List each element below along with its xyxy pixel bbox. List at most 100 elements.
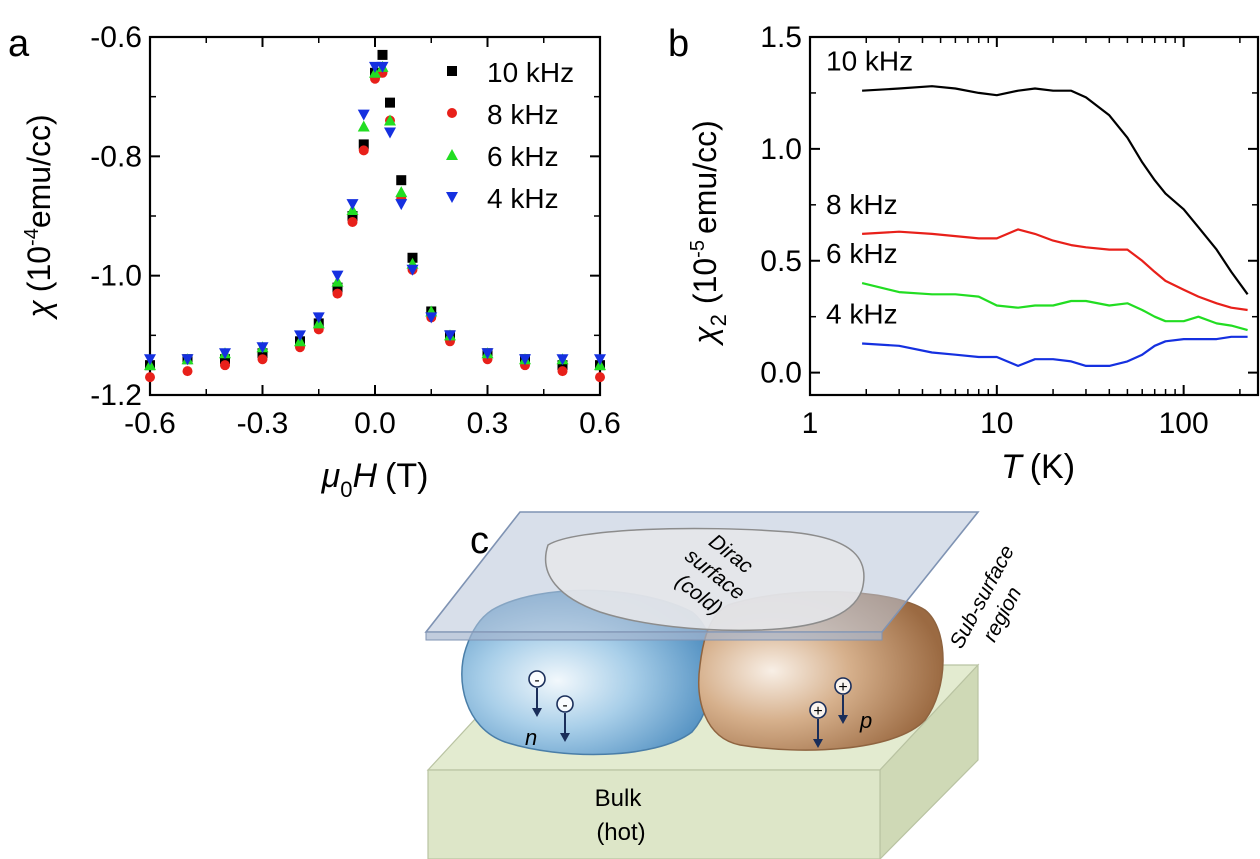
data-point xyxy=(594,354,606,366)
data-point xyxy=(346,199,359,211)
data-point xyxy=(557,366,568,377)
x-label-symbol: μ xyxy=(321,457,341,495)
panel-label-a: a xyxy=(8,23,30,65)
arrow-head-icon xyxy=(532,708,542,717)
legend-label: 6 kHz xyxy=(487,141,559,172)
electron-2: - xyxy=(556,695,574,742)
data-point xyxy=(257,354,268,365)
series-line xyxy=(861,282,1248,332)
series-label: 6 kHz xyxy=(826,238,898,269)
data-point xyxy=(144,354,156,366)
legend-marker xyxy=(447,108,457,118)
panel-b: b 1 10 100 0.0 0.5 1.0 1.5 10 kHz 8 kHz 6 kHz 4 … xyxy=(668,21,1260,486)
panel-label-b: b xyxy=(668,23,689,65)
plot-a-y-tick-labels: -1.2 -1.0 -0.8 -0.6 xyxy=(90,21,142,412)
x-tick-label: 10 xyxy=(980,407,1013,440)
b-y-label-suffix: emu/cc) xyxy=(687,120,723,234)
data-point xyxy=(357,109,370,121)
series-label: 10 kHz xyxy=(826,46,913,77)
y-label-symbol: χ xyxy=(21,300,57,321)
data-point xyxy=(256,342,269,354)
p-label: p xyxy=(859,708,872,733)
legend-marker xyxy=(447,66,457,76)
b-y-label-exponent: -5 xyxy=(687,240,709,258)
plot-b-x-tick-labels: 1 10 100 xyxy=(802,407,1209,440)
plus-sign: + xyxy=(838,679,847,696)
legend-label: 10 kHz xyxy=(487,57,574,88)
data-point xyxy=(181,354,194,366)
plot-b-frame xyxy=(808,35,1260,397)
panel-label-c: c xyxy=(470,520,489,562)
plot-b-series-labels: 10 kHz 8 kHz 6 kHz 4 kHz xyxy=(826,46,913,330)
data-point xyxy=(384,114,396,126)
series-line xyxy=(862,85,1249,295)
hole-icon xyxy=(809,701,827,719)
surface-plane-edge xyxy=(425,631,883,641)
data-point xyxy=(376,61,389,73)
y-tick-label: 0.5 xyxy=(760,245,802,278)
y-label-prefix: (10 xyxy=(21,246,57,292)
data-point xyxy=(395,186,408,198)
plot-a-y-axis-label: χ (10-4emu/cc) xyxy=(21,114,57,320)
plot-b-series-lines xyxy=(861,85,1249,367)
y-label-suffix: emu/cc) xyxy=(21,114,57,228)
legend-marker xyxy=(446,149,458,160)
panel-c: c Bulk (hot) Dirac surface (cold) Sub-su… xyxy=(424,511,1027,859)
x-label-variable: H xyxy=(352,457,377,495)
series-line xyxy=(862,335,1248,367)
data-point xyxy=(395,199,408,211)
subsurface-text: Sub-surface region xyxy=(946,542,1027,653)
y-tick-label: -1.0 xyxy=(90,260,142,293)
data-point xyxy=(425,312,438,324)
series-label: 4 kHz xyxy=(826,299,898,330)
electron-icon xyxy=(556,695,574,713)
x-tick-label: 1 xyxy=(802,407,819,440)
y-tick-label: 1.5 xyxy=(760,21,802,54)
bulk-hot-label: (hot) xyxy=(596,819,645,846)
data-point xyxy=(519,354,531,366)
x-label-subscript: 0 xyxy=(340,477,352,502)
data-point xyxy=(358,145,369,156)
b-y-label-symbol: χ xyxy=(687,326,723,347)
b-x-label-unit: (K) xyxy=(1030,448,1075,486)
y-tick-label: 1.0 xyxy=(760,133,802,166)
plot-a-x-tick-labels: -0.6 -0.3 0.0 0.3 0.6 xyxy=(124,407,621,440)
n-label: n xyxy=(525,725,537,750)
data-point xyxy=(358,139,369,150)
x-tick-label: 100 xyxy=(1159,407,1209,440)
plot-a-x-axis-label: μ0H (T) xyxy=(321,457,429,502)
data-point xyxy=(145,372,155,383)
plot-a-frame xyxy=(148,35,602,397)
hole-icon xyxy=(834,677,852,695)
y-tick-label: -0.8 xyxy=(90,140,142,173)
minus-sign: - xyxy=(534,672,539,689)
y-tick-label: -0.6 xyxy=(90,21,142,54)
data-point xyxy=(347,211,358,221)
plot-a-legend: 10 kHz 8 kHz 6 kHz 4 kHz xyxy=(446,57,574,214)
data-point xyxy=(377,49,388,60)
b-y-label-prefix: (10 xyxy=(687,258,723,304)
plot-a-data-points xyxy=(144,49,606,383)
data-point xyxy=(331,270,344,282)
plot-b-ticks xyxy=(809,36,1258,395)
bulk-front-face xyxy=(427,769,881,859)
plot-b-x-axis-label: T (K) xyxy=(1001,448,1075,486)
x-tick-label: 0.3 xyxy=(467,407,509,440)
data-point xyxy=(332,282,343,293)
data-point xyxy=(357,120,370,132)
data-point xyxy=(312,312,325,324)
plus-sign: + xyxy=(813,703,822,720)
x-tick-label: 0.6 xyxy=(579,407,621,440)
data-point xyxy=(347,216,358,227)
x-tick-label: -0.3 xyxy=(237,407,289,440)
y-tick-label: 0.0 xyxy=(760,357,802,390)
data-point xyxy=(444,330,456,342)
data-point xyxy=(396,175,407,186)
plot-b-y-tick-labels: 0.0 0.5 1.0 1.5 xyxy=(760,21,802,390)
plot-a-ticks xyxy=(149,36,601,396)
panel-a: a -0.6 -0.3 0.0 0.3 0.6 -1.2 -1.0 -0.8 -0.6 10 … xyxy=(8,21,621,502)
legend-label: 4 kHz xyxy=(487,183,559,214)
b-x-label-variable: T xyxy=(1001,448,1024,486)
data-point xyxy=(219,348,231,360)
data-point xyxy=(369,61,381,73)
